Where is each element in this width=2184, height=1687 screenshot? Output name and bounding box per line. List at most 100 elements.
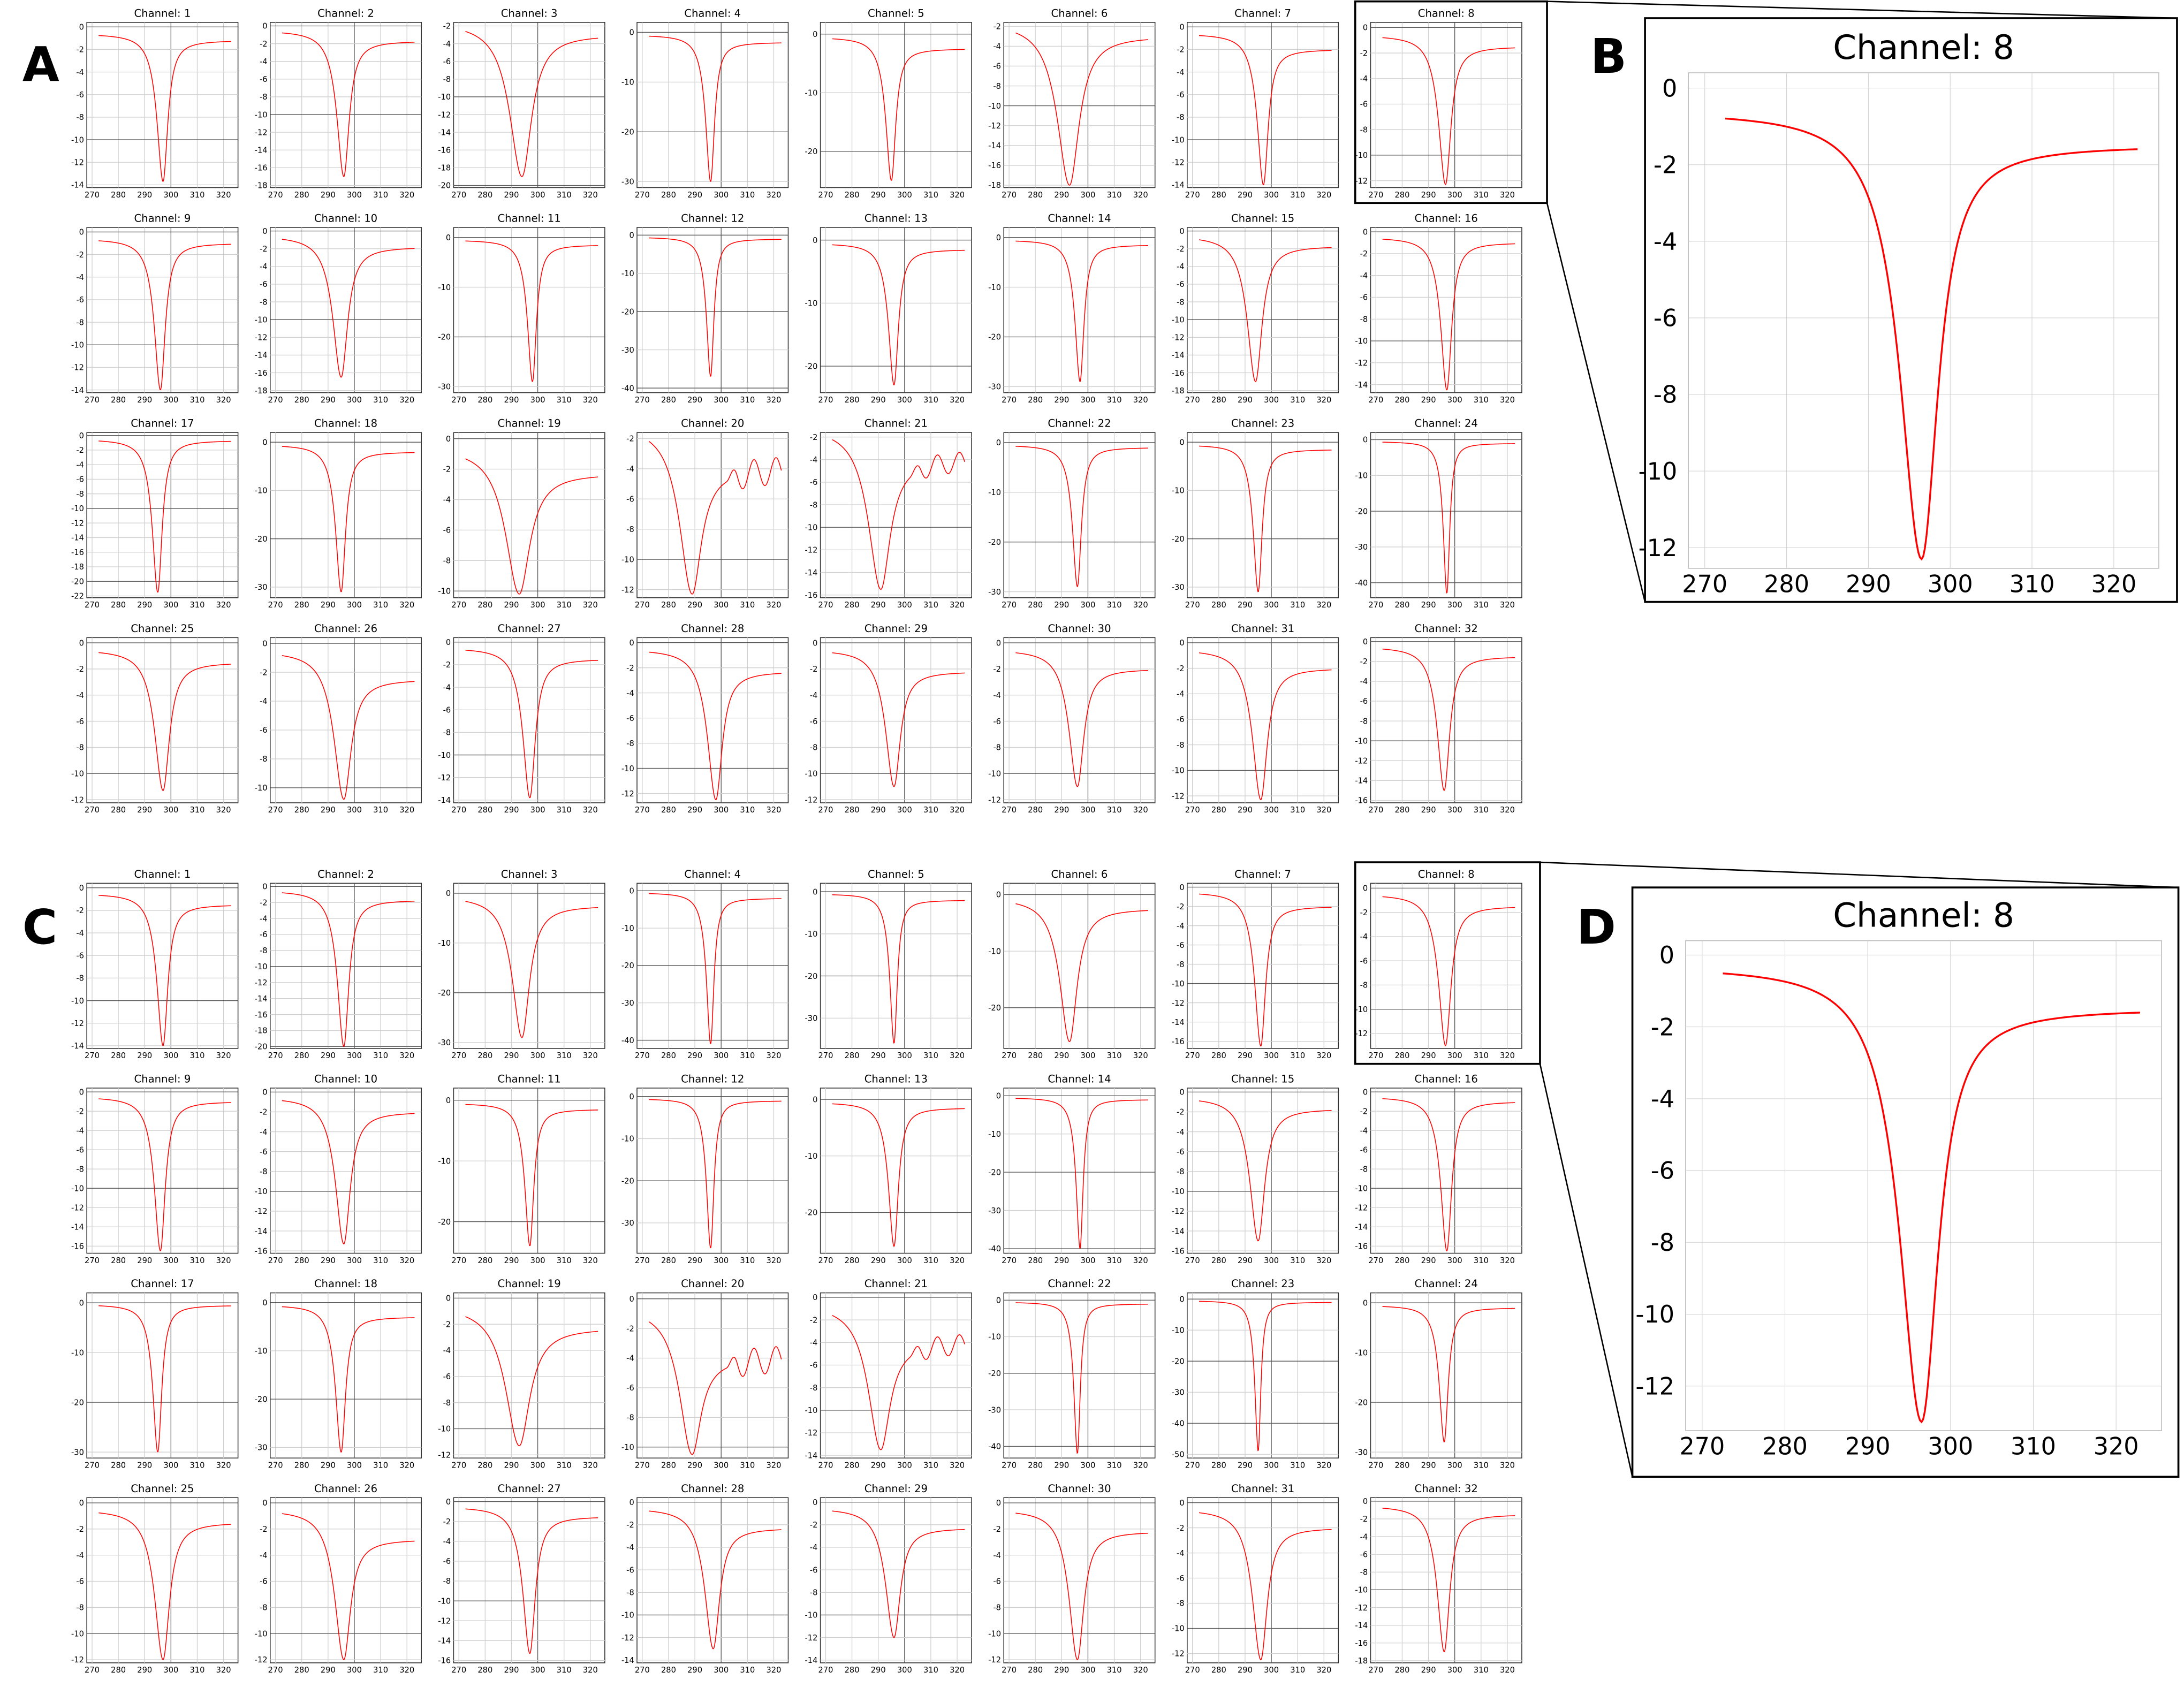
y-tick-label: -20 [255, 1395, 268, 1404]
y-tick-label: -12 [438, 1616, 451, 1625]
panel-a-channel-1: 270 280 290 300 310 320 0 -2 -4 -6 -8 -10 -12 -14 Chan… [71, 7, 239, 200]
y-tick-label: -10 [1355, 736, 1368, 746]
y-tick-label: -10 [255, 487, 268, 496]
x-tick-label: 320 [399, 1461, 414, 1470]
x-tick-label: 310 [373, 396, 388, 405]
x-tick-label: 270 [85, 1256, 100, 1265]
x-tick-label: 280 [294, 1256, 309, 1265]
panel-c-channel-21: 270 280 290 300 310 320 0 -2 -4 -6 -8 -10 -12 -14 Chan… [805, 1278, 972, 1470]
y-tick-label: -14 [71, 181, 84, 190]
y-tick-label: 0 [79, 228, 84, 237]
x-tick-label: 300 [897, 1461, 912, 1470]
y-tick-label: -16 [71, 548, 84, 557]
plot-area [1187, 22, 1339, 188]
x-tick-label: 290 [871, 601, 886, 610]
x-tick-label: 300 [163, 1666, 178, 1675]
x-tick-label: 310 [557, 1461, 572, 1470]
x-tick-label: 270 [818, 1666, 833, 1675]
y-tick-label: -10 [805, 1152, 818, 1161]
y-tick-label: -8 [1177, 741, 1185, 750]
data-line [832, 439, 966, 590]
y-tick-label: -20 [438, 989, 451, 998]
panel-c-channel-7: 270 280 290 300 310 320 0 -2 -4 -6 -8 -10 -12 -14 -16 C… [1172, 868, 1339, 1060]
data-line [1199, 445, 1332, 592]
x-tick-label: 290 [137, 1666, 152, 1675]
y-tick-label: -12 [1355, 359, 1368, 368]
x-tick-label: 310 [190, 1666, 205, 1675]
chart-title: Channel: 24 [1415, 417, 1478, 430]
x-tick-label: 290 [871, 191, 886, 200]
y-tick-label: -30 [621, 999, 634, 1008]
x-tick-label: 310 [740, 805, 755, 815]
y-tick-label: -10 [71, 1184, 84, 1193]
data-line [648, 1321, 782, 1455]
x-tick-label: 290 [1421, 1256, 1436, 1265]
x-tick-label: 300 [1928, 1433, 1973, 1460]
y-tick-label: -12 [255, 1207, 268, 1216]
panel-a-channel-7: 270 280 290 300 310 320 0 -2 -4 -6 -8 -10 -12 -14 Chan… [1172, 7, 1339, 200]
x-tick-label: 270 [1185, 601, 1200, 610]
y-tick-label: -2 [1177, 245, 1185, 254]
y-tick-label: -2 [76, 446, 84, 455]
x-tick-label: 280 [1028, 1461, 1043, 1470]
x-tick-label: 270 [1002, 1051, 1017, 1060]
y-tick-label: -10 [988, 1130, 1001, 1139]
chart-title: Channel: 24 [1415, 1278, 1478, 1290]
plot-area [1187, 1497, 1339, 1663]
panel-d-channel-8-zoom: 270 280 290 300 310 320 0 -2 -4 -6 -8 -10 -12 Channel… [1635, 895, 2162, 1460]
y-tick-label: -16 [438, 1656, 451, 1666]
y-tick-label: -6 [76, 295, 84, 305]
x-tick-label: 280 [294, 396, 309, 405]
x-tick-label: 320 [216, 1256, 231, 1265]
x-tick-label: 300 [714, 396, 729, 405]
y-tick-label: -10 [988, 947, 1001, 956]
y-tick-label: -10 [71, 135, 84, 145]
plot-area [269, 1497, 422, 1663]
y-tick-label: -2 [260, 1108, 268, 1117]
x-tick-label: 280 [1211, 601, 1226, 610]
panel-a-channel-4: 270 280 290 300 310 320 0 -10 -20 -30 Channel: 4 [621, 7, 789, 200]
y-tick-label: 0 [996, 233, 1001, 242]
x-tick-label: 320 [399, 396, 414, 405]
x-tick-label: 280 [661, 1256, 676, 1265]
y-tick-label: 0 [813, 30, 817, 39]
y-tick-label: 0 [629, 231, 634, 240]
y-tick-label: -6 [443, 1557, 451, 1566]
x-tick-label: 280 [661, 601, 676, 610]
y-tick-label: -2 [76, 1525, 84, 1534]
x-tick-label: 270 [635, 396, 650, 405]
chart-title: Channel: 16 [1415, 212, 1478, 225]
chart-title: Channel: 12 [681, 212, 744, 225]
x-tick-label: 280 [845, 1461, 860, 1470]
y-tick-label: -6 [993, 1577, 1001, 1586]
chart-title: Channel: 26 [314, 1483, 377, 1495]
y-tick-label: -16 [1355, 796, 1368, 805]
y-tick-label: -20 [255, 1043, 268, 1052]
y-tick-label: -10 [438, 587, 451, 596]
x-tick-label: 300 [714, 191, 729, 200]
panel-label-a: A [22, 37, 59, 93]
y-tick-label: -40 [1355, 579, 1368, 588]
y-tick-label: -6 [1177, 90, 1185, 100]
y-tick-label: -12 [71, 158, 84, 167]
panel-c-channel-32: 270 280 290 300 310 320 0 -2 -4 -6 -8 -10 -12 -14 -16 -… [1355, 1483, 1522, 1675]
panel-c-channel-29: 270 280 290 300 310 320 0 -2 -4 -6 -8 -10 -12 -14 Chan… [805, 1483, 972, 1675]
x-tick-label: 300 [897, 191, 912, 200]
data-line [282, 655, 415, 800]
x-tick-label: 280 [1028, 601, 1043, 610]
data-line [832, 1315, 966, 1450]
y-tick-label: -16 [1172, 1247, 1185, 1256]
data-line [649, 893, 782, 1044]
y-tick-label: -16 [1355, 1639, 1368, 1648]
y-tick-label: -2 [626, 664, 634, 673]
x-tick-label: 280 [1028, 1666, 1043, 1675]
plot-area [453, 1088, 605, 1254]
x-tick-label: 280 [1394, 1666, 1409, 1675]
x-tick-label: 310 [373, 1256, 388, 1265]
y-tick-label: -30 [621, 1219, 634, 1228]
y-tick-label: 0 [446, 1096, 451, 1105]
y-tick-label: -10 [255, 1187, 268, 1196]
x-tick-label: 270 [635, 1256, 650, 1265]
x-tick-label: 270 [635, 191, 650, 200]
x-tick-label: 290 [1238, 805, 1253, 815]
